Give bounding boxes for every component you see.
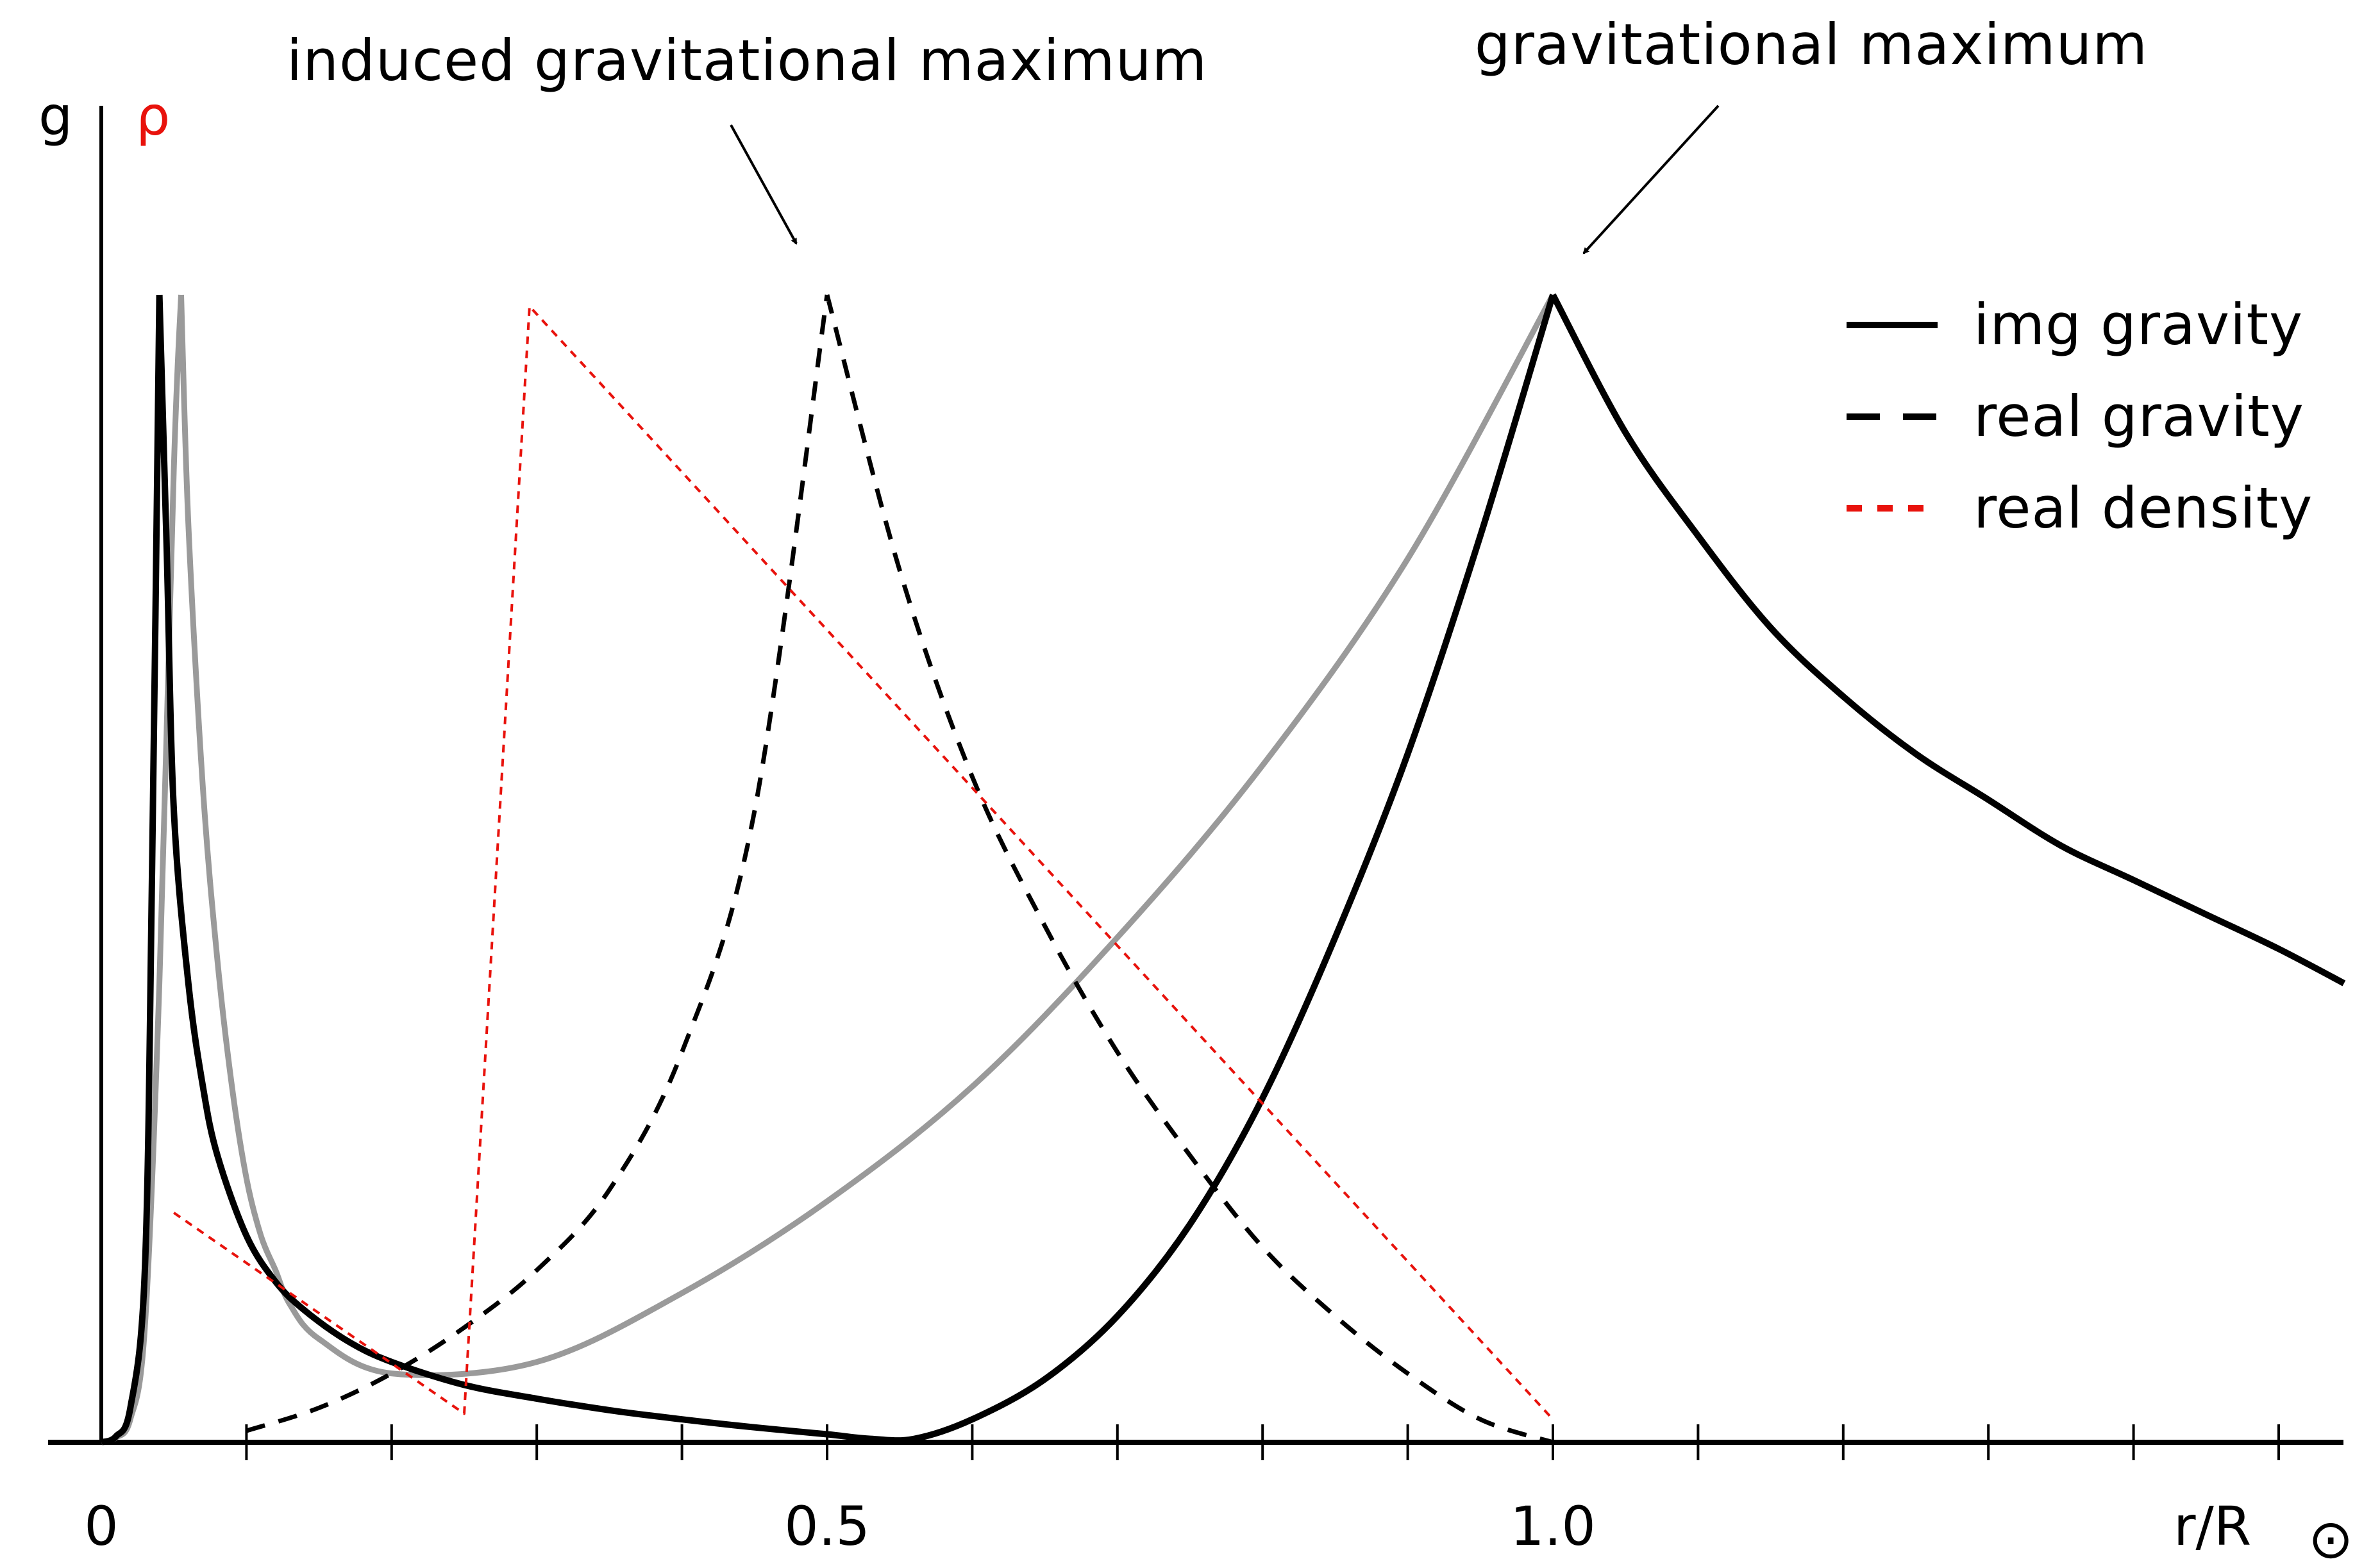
x-axis-label: r/R (2174, 1495, 2251, 1558)
legend: img gravity real gravity real density (1847, 292, 2313, 541)
annotation-arrow-gravitational (1582, 104, 1720, 254)
legend-label-real-gravity: real gravity (1974, 383, 2304, 449)
x-axis-label-subscript: ⊙ (2308, 1508, 2353, 1566)
x-tick-label-1-0: 1.0 (1510, 1495, 1596, 1558)
legend-label-real-density: real density (1974, 475, 2313, 541)
legend-label-img-gravity: img gravity (1974, 292, 2303, 358)
x-axis-ticks (245, 1424, 2280, 1460)
x-tick-label-0: 0 (84, 1495, 118, 1558)
x-tick-label-0-5: 0.5 (784, 1495, 870, 1558)
series-line-real-gravity (246, 294, 1554, 1445)
y-axis-label-rho: ρ (136, 85, 170, 147)
series-line-grey-gravity (100, 293, 1555, 1445)
plot-series (100, 293, 2346, 1445)
annotation-induced-maximum: induced gravitational maximum (287, 28, 1207, 94)
y-axis-label-g: g (38, 85, 72, 147)
annotation-arrow-induced (730, 124, 798, 245)
annotation-gravitational-maximum: gravitational maximum (1475, 12, 2148, 78)
series-line-real-density (173, 304, 1554, 1420)
series-line-img-gravity (100, 293, 2346, 1445)
